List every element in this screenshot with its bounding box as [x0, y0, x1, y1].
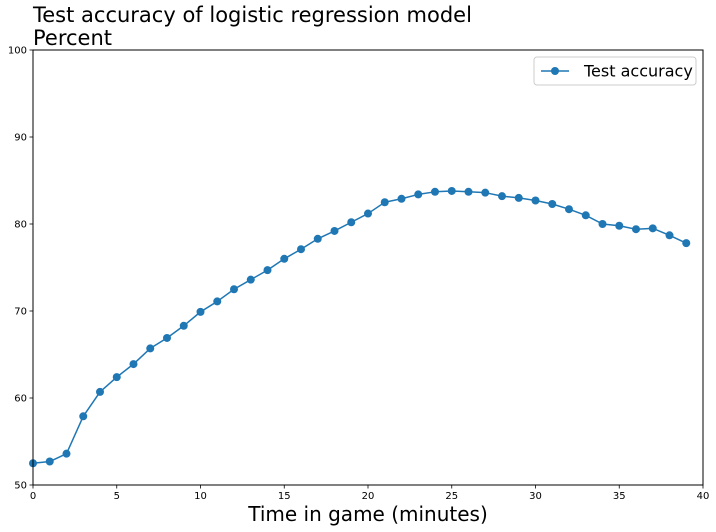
- x-tick-label: 25: [445, 491, 458, 502]
- data-point: [665, 231, 674, 240]
- data-point: [447, 186, 456, 195]
- data-point: [414, 190, 423, 199]
- data-point: [196, 307, 205, 316]
- y-tick-label: 100: [8, 46, 27, 57]
- chart-subtitle: Percent: [33, 26, 112, 50]
- x-tick-label: 10: [194, 491, 207, 502]
- y-axis-ticks: 50 60 70 80 90 100: [8, 46, 33, 492]
- data-point: [648, 224, 657, 233]
- data-point: [297, 245, 305, 254]
- data-point: [163, 333, 171, 342]
- data-point: [598, 220, 607, 228]
- data-point: [431, 187, 439, 196]
- data-point: [347, 218, 356, 227]
- series-line-0: [32, 190, 687, 464]
- data-point: [62, 449, 71, 458]
- legend: Test accuracy: [533, 56, 697, 86]
- x-tick-label: 20: [362, 491, 375, 502]
- legend-box: [533, 56, 697, 86]
- plot-layer: [29, 186, 691, 468]
- data-point: [112, 373, 121, 382]
- x-tick-label: 40: [697, 491, 710, 502]
- data-point: [246, 275, 255, 284]
- x-tick-label: 0: [30, 491, 36, 502]
- x-tick-label: 15: [278, 491, 291, 502]
- data-point: [481, 188, 490, 197]
- data-point: [565, 205, 573, 214]
- data-point: [129, 360, 138, 369]
- x-tick-label: 30: [529, 491, 542, 502]
- data-point: [179, 321, 188, 330]
- x-axis-label: Time in game (minutes): [247, 502, 488, 526]
- data-point: [230, 285, 238, 294]
- data-point: [280, 254, 289, 263]
- data-point: [632, 225, 640, 234]
- data-point: [146, 344, 155, 353]
- data-point: [364, 209, 372, 218]
- data-point: [313, 234, 322, 243]
- data-point: [548, 199, 557, 208]
- x-tick-label: 5: [114, 491, 120, 502]
- data-point: [96, 387, 104, 396]
- data-point: [581, 211, 590, 220]
- data-point: [531, 196, 540, 205]
- legend-label-test-accuracy: Test accuracy: [583, 62, 693, 81]
- data-point: [397, 194, 406, 203]
- y-tick-label: 70: [14, 307, 27, 318]
- data-point: [514, 193, 523, 202]
- chart-title: Test accuracy of logistic regression mod…: [32, 3, 472, 27]
- data-point: [498, 192, 506, 201]
- x-axis-ticks: 0 5 10 15 20 25 30 35 40: [30, 485, 710, 502]
- data-point: [464, 187, 473, 196]
- data-point: [682, 239, 691, 248]
- y-tick-label: 90: [14, 133, 27, 144]
- data-point: [79, 412, 88, 421]
- y-tick-label: 80: [14, 220, 27, 231]
- data-point: [330, 226, 339, 235]
- plot-area-frame: [32, 49, 704, 486]
- x-tick-label: 35: [613, 491, 626, 502]
- data-point: [263, 266, 272, 275]
- legend-marker-swatch: [551, 67, 559, 75]
- data-point: [380, 198, 389, 207]
- data-point: [615, 221, 624, 230]
- data-point: [45, 457, 54, 466]
- data-point: [213, 297, 222, 306]
- y-tick-label: 60: [14, 394, 27, 405]
- y-tick-label: 50: [14, 481, 27, 492]
